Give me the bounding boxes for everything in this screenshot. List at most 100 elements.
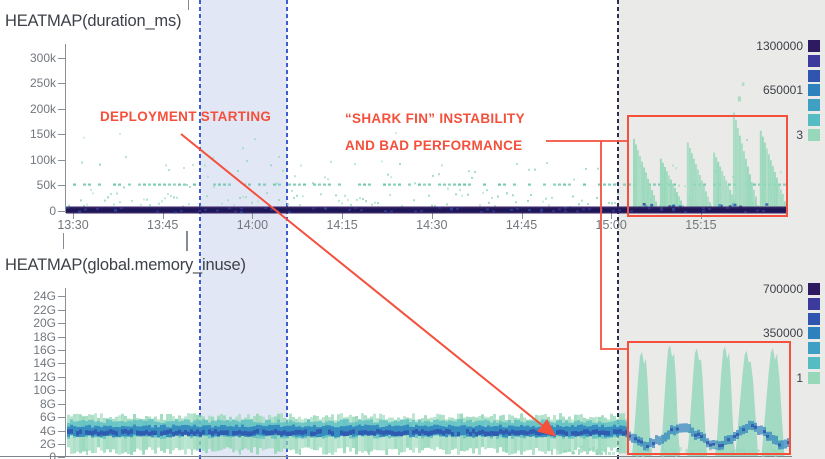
instability-box-memory [627, 341, 791, 455]
legend-row [726, 54, 820, 67]
memory-y-tick-mark [58, 376, 65, 378]
time-axis-tick-mark [73, 213, 74, 219]
memory-y-tick-label: 14G [33, 356, 56, 371]
time-axis-tick-mark [611, 213, 613, 219]
time-marker-tick-mid [186, 231, 188, 251]
time-axis-tick-label: 14:45 [505, 218, 538, 232]
time-axis-tick-mark [162, 213, 164, 219]
legend-swatch [808, 356, 820, 369]
legend-swatch [808, 99, 820, 112]
memory-y-tick-label: 16G [33, 343, 56, 358]
memory-y-tick-label: 12G [33, 369, 56, 384]
duration-color-legend: 1300000 650001 3 [726, 40, 820, 144]
legend-row: 350000 [726, 326, 820, 341]
deployment-arrow [180, 133, 557, 437]
duration-y-axis-line [65, 44, 66, 213]
deployment-window-right-edge [286, 0, 288, 459]
legend-row [726, 356, 820, 369]
memory-y-tick-label: 20G [33, 316, 56, 331]
legend-swatch [808, 297, 820, 310]
memory-y-tick-mark [58, 403, 65, 405]
memory-y-tick-mark [58, 350, 65, 352]
duration-y-tick-mark [58, 159, 65, 161]
memory-y-tick-label: 10G [33, 383, 56, 398]
legend-row [726, 99, 820, 112]
legend-swatch [808, 128, 820, 141]
memory-y-tick-mark [58, 309, 65, 311]
memory-y-tick-label: 24G [33, 289, 56, 304]
instability-window-left-edge [617, 0, 619, 459]
sharkfin-annotation-line1: “SHARK FIN” INSTABILITY [345, 111, 525, 126]
legend-row: 650001 [726, 83, 820, 98]
legend-value: 350000 [762, 326, 803, 341]
deployment-annotation-label: DEPLOYMENT STARTING [100, 109, 272, 124]
axis-tick-remnant [62, 233, 64, 249]
memory-y-tick-label: 18G [33, 329, 56, 344]
time-axis-tick-mark [252, 213, 254, 219]
memory-y-tick-mark [58, 296, 65, 298]
memory-chart-title: HEATMAP(global.memory_inuse) [5, 256, 246, 274]
instability-box-duration [627, 115, 788, 217]
memory-color-legend: 700000 350000 1 [726, 283, 820, 387]
duration-y-tick-label: 50k [36, 178, 56, 193]
memory-y-tick-mark [58, 457, 65, 459]
time-marker-tick-top [187, 0, 189, 10]
duration-y-tick-mark [58, 83, 65, 85]
duration-y-tick-mark [58, 210, 65, 212]
time-axis-tick-label: 14:30 [416, 218, 448, 232]
legend-row: 3 [726, 127, 820, 142]
legend-swatch [808, 54, 820, 67]
sharkfin-annotation-line2: AND BAD PERFORMANCE [345, 138, 523, 153]
memory-y-tick-label: 8G [39, 396, 56, 411]
duration-chart-title: HEATMAP(duration_ms) [5, 12, 182, 30]
legend-value: 1300000 [756, 39, 803, 53]
legend-row: 700000 [726, 283, 820, 295]
time-axis-tick-label: 13:30 [57, 218, 89, 232]
legend-swatch [808, 327, 820, 340]
duration-y-tick-mark [58, 134, 65, 136]
legend-row [726, 113, 820, 126]
duration-y-tick-label: 0 [49, 203, 56, 218]
duration-y-tick-label: 150k [29, 127, 56, 142]
legend-swatch [808, 371, 820, 384]
legend-swatch [808, 84, 820, 97]
memory-y-axis-line [65, 288, 66, 457]
memory-x-axis-line [0, 456, 792, 458]
time-axis-tick-label: 15:15 [685, 218, 717, 232]
legend-swatch [808, 342, 820, 355]
legend-swatch [808, 40, 820, 52]
legend-value: 3 [796, 127, 803, 142]
memory-y-tick-label: 0 [49, 450, 56, 459]
duration-y-tick-mark [58, 108, 65, 110]
memory-y-tick-mark [58, 417, 65, 419]
duration-y-tick-label: 300k [29, 51, 56, 65]
time-axis-tick-label: 14:00 [236, 218, 269, 232]
time-axis-tick-mark [431, 213, 433, 219]
memory-y-tick-mark [58, 336, 65, 338]
legend-value: 650001 [762, 83, 803, 98]
legend-swatch [808, 312, 820, 325]
memory-y-tick-mark [58, 444, 65, 446]
memory-y-tick-mark [58, 363, 65, 365]
time-axis-tick-label: 15:00 [595, 218, 627, 232]
memory-y-tick-label: 6G [39, 410, 56, 425]
memory-y-tick-mark [58, 323, 65, 325]
memory-y-tick-label: 4G [39, 423, 56, 438]
legend-row [726, 69, 820, 82]
memory-y-tick-mark [58, 430, 65, 432]
deployment-window-left-edge [199, 0, 201, 459]
legend-swatch [808, 69, 820, 82]
legend-value: 700000 [762, 282, 803, 296]
deployment-window-region [200, 0, 287, 459]
legend-swatch [808, 283, 820, 295]
duration-y-tick-mark [58, 58, 65, 59]
duration-y-tick-mark [58, 185, 65, 187]
legend-swatch [808, 113, 820, 126]
memory-y-tick-label: 22G [33, 302, 56, 317]
time-axis-tick-mark [521, 213, 523, 219]
duration-y-tick-label: 100k [29, 152, 56, 167]
time-axis-tick-mark [342, 213, 344, 219]
